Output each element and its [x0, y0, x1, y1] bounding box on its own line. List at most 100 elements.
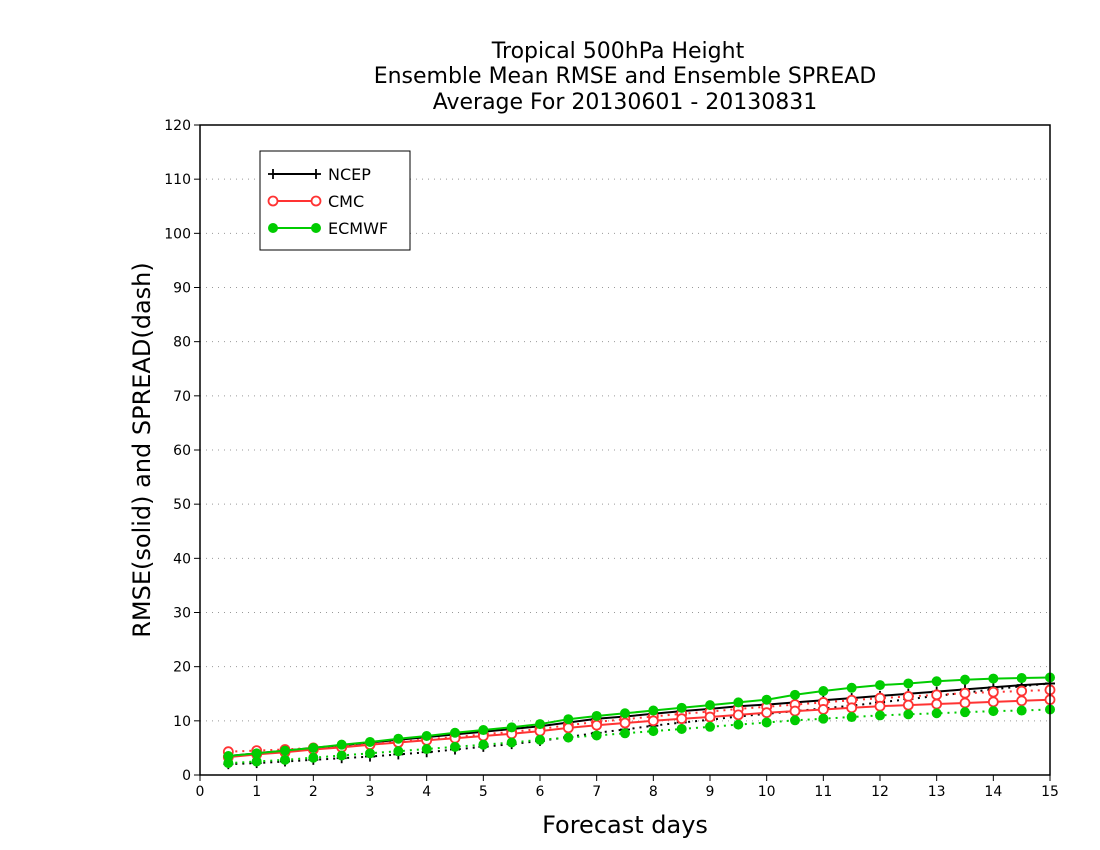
cmc-rmse-point — [817, 704, 829, 715]
x-tick-label: 12 — [871, 784, 889, 800]
y-tick-label: 90 — [173, 281, 191, 297]
ecmwf-spread-point — [620, 728, 630, 739]
x-tick-label: 10 — [758, 784, 776, 800]
ecmwf-rmse-point — [280, 745, 290, 756]
ecmwf-spread-point — [1016, 705, 1027, 716]
y-tick-label: 20 — [173, 660, 191, 676]
ecmwf-spread-point — [336, 750, 347, 761]
title-line-1: Tropical 500hPa Height — [491, 39, 745, 64]
y-tick-label: 0 — [182, 768, 191, 784]
x-tick-label: 3 — [366, 784, 375, 800]
ecmwf-spread-point — [535, 734, 545, 745]
series-cmc — [222, 684, 1056, 763]
ecmwf-spread-line — [228, 708, 1051, 765]
y-tick-label: 50 — [173, 497, 191, 513]
cmc-rmse-point — [676, 713, 688, 725]
y-tick-label: 120 — [164, 118, 191, 134]
y-tick-label: 60 — [173, 443, 191, 459]
cmc-rmse-point — [562, 722, 574, 734]
ecmwf-rmse-point — [223, 751, 234, 762]
ecmwf-rmse-point — [421, 731, 432, 741]
legend-marker — [310, 195, 322, 207]
ecmwf-rmse-point — [903, 678, 914, 689]
cmc-rmse-point — [761, 707, 773, 719]
cmc-spread-point — [959, 687, 971, 699]
cmc-rmse-point — [732, 709, 744, 721]
x-tick-label: 0 — [196, 784, 205, 800]
ecmwf-spread-point — [280, 754, 290, 765]
x-tick-label: 6 — [536, 784, 545, 800]
ecmwf-spread-point — [705, 721, 715, 732]
ecmwf-rmse-point — [875, 680, 885, 691]
ecmwf-rmse-point — [506, 722, 517, 733]
cmc-spread-point — [1016, 685, 1028, 697]
series-layer — [222, 672, 1056, 770]
ecmwf-spread-point — [903, 709, 914, 720]
x-tick-label: 13 — [928, 784, 946, 800]
ecmwf-spread-point — [960, 707, 970, 718]
legend-marker — [311, 223, 321, 233]
legend-marker — [268, 169, 278, 179]
ecmwf-spread-point — [308, 752, 319, 763]
cmc-rmse-point — [1016, 695, 1028, 707]
ecmwf-spread-point — [365, 748, 375, 759]
x-axis-label: Forecast days — [542, 811, 708, 839]
plot-frame — [199, 124, 1051, 776]
ecmwf-spread-point — [875, 710, 885, 721]
x-tick-label: 1 — [252, 784, 261, 800]
ecmwf-rmse-point — [676, 702, 687, 713]
ecmwf-rmse-point — [620, 708, 630, 719]
y-tick-label: 80 — [173, 335, 191, 351]
ecmwf-spread-point — [761, 717, 772, 728]
ecmwf-spread-point — [676, 723, 687, 734]
y-tick-label: 70 — [173, 389, 191, 405]
x-tick-label: 4 — [422, 784, 431, 800]
legend-item-cmc: CMC — [267, 192, 364, 211]
legend: NCEP CMC ECMWF — [259, 150, 411, 251]
ecmwf-rmse-point — [535, 719, 545, 730]
cmc-spread-point — [902, 691, 914, 702]
series-ecmwf — [223, 672, 1055, 769]
ecmwf-spread-point — [988, 706, 999, 717]
ecmwf-spread-point — [790, 715, 800, 726]
ecmwf-rmse-point — [450, 727, 460, 738]
ecmwf-rmse-point — [648, 705, 659, 716]
x-tick-label: 11 — [814, 784, 832, 800]
ecmwf-spread-point — [648, 726, 659, 737]
legend-marker — [267, 195, 279, 207]
legend-item-ncep: NCEP — [268, 165, 371, 184]
y-axis-label: RMSE(solid) and SPREAD(dash) — [128, 262, 156, 638]
ecmwf-rmse-point — [563, 714, 574, 725]
title-line-3: Average For 20130601 - 20130831 — [433, 90, 818, 115]
legend-label: CMC — [328, 192, 364, 211]
cmc-rmse-point — [902, 699, 914, 711]
cmc-spread-point — [987, 686, 999, 698]
x-tick-label: 5 — [479, 784, 488, 800]
ecmwf-rmse-point — [988, 673, 999, 684]
x-tick-label: 8 — [649, 784, 658, 800]
cmc-rmse-point — [789, 705, 801, 717]
ecmwf-spread-point — [506, 737, 517, 748]
legend-marker — [311, 169, 321, 179]
cmc-rmse-point — [591, 719, 603, 731]
cmc-rmse-point — [931, 698, 943, 710]
legend-item-ecmwf: ECMWF — [268, 219, 388, 238]
cmc-rmse-point — [647, 715, 659, 727]
x-tick-label: 7 — [592, 784, 601, 800]
ecmwf-spread-point — [563, 732, 574, 743]
cmc-rmse-point — [846, 702, 858, 714]
ecmwf-rmse-point — [393, 733, 404, 744]
x-tick-label: 2 — [309, 784, 318, 800]
ecmwf-spread-point — [846, 712, 857, 723]
ecmwf-spread-point — [931, 708, 942, 719]
ecmwf-rmse-point — [818, 686, 829, 697]
cmc-spread-point — [931, 689, 943, 701]
ecmwf-spread-point — [393, 746, 404, 757]
ecmwf-spread-point — [733, 719, 744, 730]
ecmwf-spread-point — [591, 730, 602, 741]
grid — [200, 178, 1050, 722]
ecmwf-spread-point — [421, 744, 432, 754]
ecmwf-rmse-point — [846, 682, 857, 693]
ecmwf-rmse-point — [931, 676, 942, 687]
